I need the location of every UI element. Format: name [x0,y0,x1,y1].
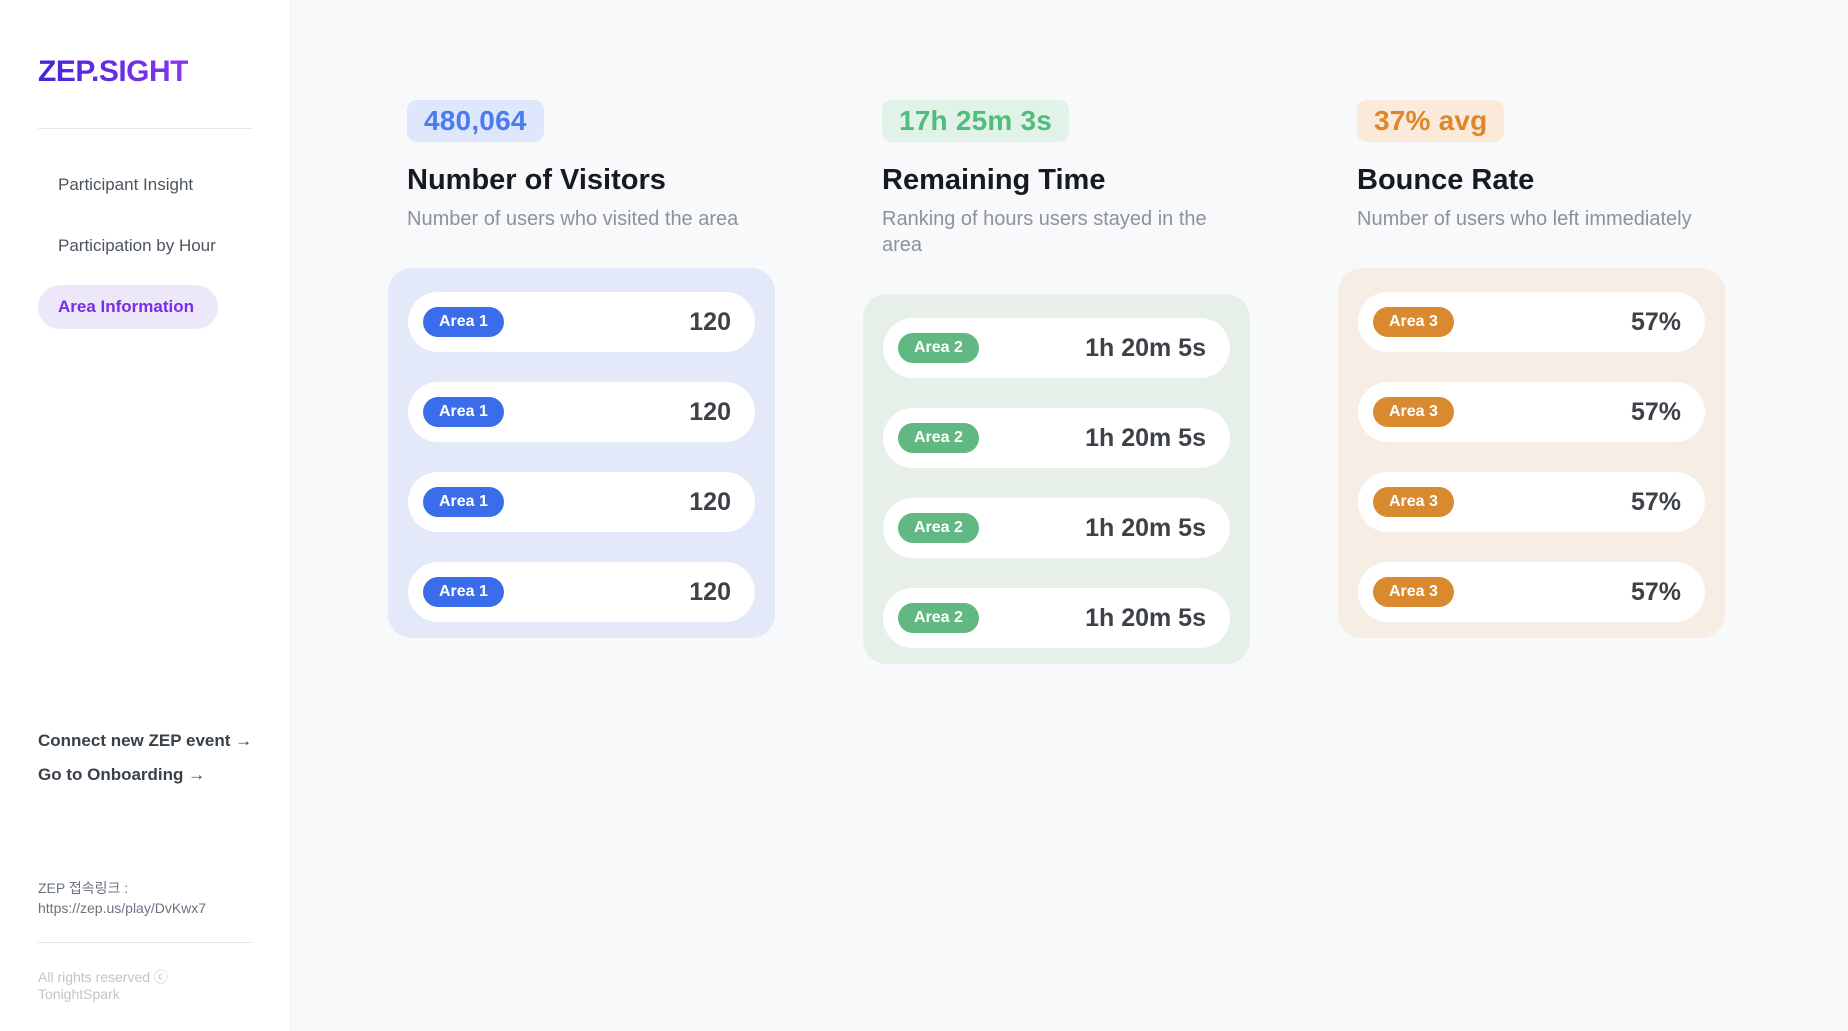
visitors-column: 480,064 Number of Visitors Number of use… [388,100,775,664]
stats-columns: 480,064 Number of Visitors Number of use… [292,0,1848,664]
bounce-rate-badge: 37% avg [1357,100,1505,142]
remaining-time-subtitle: Ranking of hours users stayed in the are… [882,208,1207,256]
list-item: Area 1 120 [408,292,755,352]
list-item: Area 1 120 [408,382,755,442]
connect-new-zep-event-link[interactable]: Connect new ZEP event → [38,731,253,750]
visitors-subtitle: Number of users who visited the area [407,208,739,230]
row-value: 57% [1630,577,1681,606]
sidebar: ZEP.SIGHT Participant Insight Participat… [0,0,291,1031]
row-value: 120 [689,487,731,516]
list-item: Area 3 57% [1358,292,1705,352]
remaining-time-header: 17h 25m 3s Remaining Time Ranking of hou… [863,100,1250,258]
visitors-total-badge: 480,064 [407,100,544,142]
sidebar-item-area-information[interactable]: Area Information [38,285,219,329]
area-pill: Area 3 [1373,397,1454,427]
remaining-time-badge: 17h 25m 3s [882,100,1069,142]
sidebar-nav: Participant Insight Participation by Hou… [38,163,252,329]
row-value: 57% [1630,397,1681,426]
list-item: Area 1 120 [408,562,755,622]
zep-access-link-label: ZEP 접속링크 : [38,880,129,896]
visitors-title: Number of Visitors [407,164,666,196]
row-value: 57% [1630,307,1681,336]
sidebar-footer-links: Connect new ZEP event → Go to Onboarding… [38,729,252,787]
row-value: 120 [689,577,731,606]
list-item: Area 2 1h 20m 5s [883,318,1230,378]
sidebar-footer: Connect new ZEP event → Go to Onboarding… [38,729,252,1031]
area-pill: Area 1 [423,487,504,517]
bounce-rate-header: 37% avg Bounce Rate Number of users who … [1338,100,1725,232]
row-value: 1h 20m 5s [1085,423,1206,452]
area-pill: Area 2 [898,603,979,633]
bounce-rate-subtitle: Number of users who left immediately [1357,208,1692,230]
row-value: 1h 20m 5s [1085,603,1206,632]
copyright-text: All rights reserved ⓒ TonightSpark [38,969,168,1002]
zep-access-link-block: ZEP 접속링크 : https://zep.us/play/DvKwx7 [38,878,252,918]
remaining-time-panel: Area 2 1h 20m 5s Area 2 1h 20m 5s Area 2… [863,294,1250,664]
zep-access-link-url[interactable]: https://zep.us/play/DvKwx7 [38,900,207,916]
list-item: Area 2 1h 20m 5s [883,588,1230,648]
go-to-onboarding-link[interactable]: Go to Onboarding → [38,765,206,784]
bounce-rate-column: 37% avg Bounce Rate Number of users who … [1338,100,1725,664]
app-logo: ZEP.SIGHT [38,55,188,88]
area-pill: Area 2 [898,423,979,453]
list-item: Area 1 120 [408,472,755,532]
bounce-rate-title: Bounce Rate [1357,164,1535,196]
area-pill: Area 3 [1373,487,1454,517]
remaining-time-title: Remaining Time [882,164,1106,196]
row-value: 1h 20m 5s [1085,513,1206,542]
sidebar-item-participant-insight[interactable]: Participant Insight [58,175,194,194]
area-pill: Area 1 [423,577,504,607]
bounce-rate-panel: Area 3 57% Area 3 57% Area 3 57% Area 3 … [1338,268,1725,638]
area-pill: Area 3 [1373,577,1454,607]
remaining-time-column: 17h 25m 3s Remaining Time Ranking of hou… [863,100,1250,664]
list-item: Area 3 57% [1358,562,1705,622]
area-pill: Area 1 [423,397,504,427]
sidebar-item-participation-by-hour[interactable]: Participation by Hour [58,236,216,255]
sidebar-footer-divider [38,942,252,943]
sidebar-divider [38,128,252,129]
area-pill: Area 2 [898,333,979,363]
visitors-header: 480,064 Number of Visitors Number of use… [388,100,775,232]
area-pill: Area 1 [423,307,504,337]
list-item: Area 2 1h 20m 5s [883,498,1230,558]
area-pill: Area 2 [898,513,979,543]
list-item: Area 3 57% [1358,382,1705,442]
main-content: 480,064 Number of Visitors Number of use… [292,0,1848,1031]
list-item: Area 2 1h 20m 5s [883,408,1230,468]
row-value: 120 [689,307,731,336]
row-value: 120 [689,397,731,426]
row-value: 1h 20m 5s [1085,333,1206,362]
list-item: Area 3 57% [1358,472,1705,532]
area-pill: Area 3 [1373,307,1454,337]
row-value: 57% [1630,487,1681,516]
visitors-panel: Area 1 120 Area 1 120 Area 1 120 Area 1 … [388,268,775,638]
